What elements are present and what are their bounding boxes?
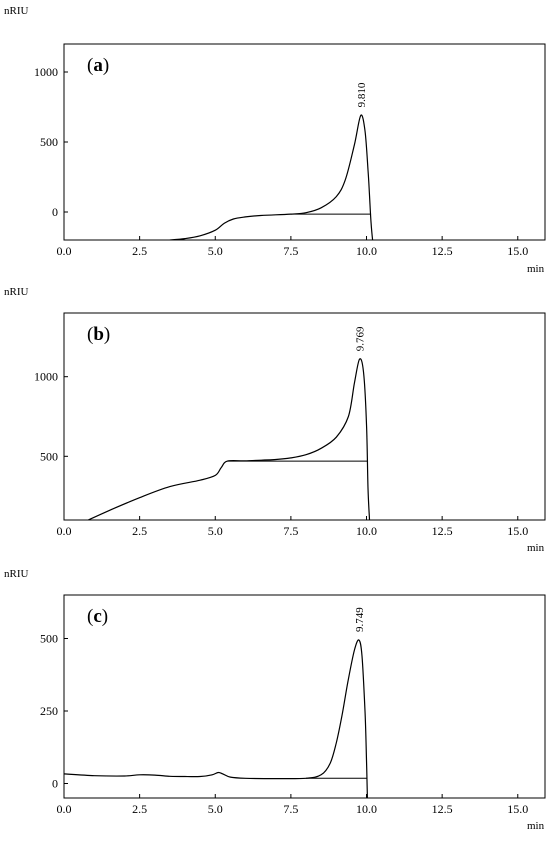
- chart-panel-a: 0.0 2.5 5.0 7.5 10.0 12.5 15.0 0 500 1000 nRIU min (…: [4, 5, 546, 275]
- x-tick-label: 7.5: [283, 524, 298, 538]
- y-axis-label: nRIU: [4, 568, 29, 580]
- y-tick-label: 1000: [34, 65, 58, 79]
- panel-label-close: ): [102, 606, 108, 627]
- peak-label: 9.769: [355, 326, 367, 351]
- x-tick-label: 10.0: [356, 802, 377, 816]
- x-tick-label: 7.5: [283, 802, 298, 816]
- x-tick-label: 15.0: [507, 244, 528, 258]
- x-tick-label: 10.0: [356, 524, 377, 538]
- plot-frame: [63, 312, 546, 521]
- x-tick-label: 10.0: [356, 244, 377, 258]
- chromatogram-line: [169, 114, 374, 240]
- panel-label-close: ): [104, 324, 110, 345]
- panel-label: (a): [87, 55, 109, 76]
- panel-label-letter: a: [93, 55, 103, 76]
- y-tick-label: 500: [40, 135, 58, 149]
- panel-label-open: (: [87, 606, 93, 627]
- panel-label-letter: b: [93, 324, 104, 345]
- panel-label-open: (: [87, 55, 93, 76]
- x-tick-label: 0.0: [57, 524, 72, 538]
- x-tick-label: 15.0: [507, 524, 528, 538]
- y-tick-label: 0: [52, 777, 58, 791]
- x-tick-label: 2.5: [132, 802, 147, 816]
- x-tick-label: 2.5: [132, 244, 147, 258]
- panel-label: (b): [87, 324, 110, 345]
- y-tick-label: 500: [40, 632, 58, 646]
- x-axis-label: min: [527, 542, 545, 554]
- x-tick-label: 0.0: [57, 802, 72, 816]
- x-tick-label: 15.0: [507, 802, 528, 816]
- y-axis-label: nRIU: [4, 286, 29, 298]
- y-tick-label: 250: [40, 704, 58, 718]
- panel-label: (c): [87, 606, 108, 627]
- x-tick-label: 12.5: [432, 802, 453, 816]
- y-tick-label: 0: [52, 205, 58, 219]
- chart-panel-c: 0.0 2.5 5.0 7.5 10.0 12.5 15.0 0 250 500 nRIU min (c…: [4, 568, 546, 832]
- x-tick-label: 12.5: [432, 244, 453, 258]
- panel-label-open: (: [87, 324, 93, 345]
- chromatogram-line: [87, 358, 371, 520]
- plot-frame: [63, 594, 546, 799]
- peak-label: 9.810: [356, 82, 368, 107]
- plot-frame: [63, 43, 546, 241]
- x-tick-label: 12.5: [432, 524, 453, 538]
- x-tick-label: 2.5: [132, 524, 147, 538]
- x-tick-label: 0.0: [57, 244, 72, 258]
- chart-panel-b: 0.0 2.5 5.0 7.5 10.0 12.5 15.0 500 1000 nRIU min (b…: [4, 286, 546, 554]
- x-axis-label: min: [527, 263, 545, 275]
- peak-label: 9.749: [354, 607, 366, 632]
- y-axis-label: nRIU: [4, 5, 29, 17]
- chromatogram-line: [64, 639, 368, 798]
- x-tick-label: 5.0: [208, 802, 223, 816]
- panel-label-letter: c: [93, 606, 101, 627]
- x-tick-label: 7.5: [283, 244, 298, 258]
- y-tick-label: 500: [40, 449, 58, 463]
- x-axis-label: min: [527, 820, 545, 832]
- x-tick-label: 5.0: [208, 244, 223, 258]
- panel-label-close: ): [103, 55, 109, 76]
- x-tick-label: 5.0: [208, 524, 223, 538]
- y-tick-label: 1000: [34, 370, 58, 384]
